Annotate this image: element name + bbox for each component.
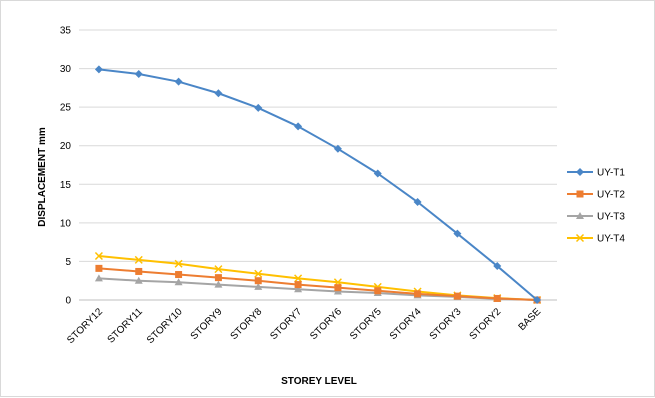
legend-item-uy-t3: UY-T3 <box>567 212 625 223</box>
x-tick-labels: STORY12 STORY11 STORY10 STORY9 STORY8 STORY7 S… <box>65 306 543 346</box>
data-point <box>94 251 103 261</box>
data-point <box>175 271 183 279</box>
x-tick-label: STORY4 <box>388 306 424 342</box>
data-point <box>294 274 303 283</box>
legend-item-uy-t4: UY-T4 <box>567 234 625 245</box>
legend-item-uy-t2: UY-T2 <box>567 190 625 201</box>
data-point <box>493 294 501 302</box>
data-point <box>214 265 223 274</box>
legend-label: UY-T2 <box>597 190 625 201</box>
data-point <box>214 280 223 288</box>
data-point <box>493 262 502 271</box>
x-tick-label: STORY9 <box>189 306 225 342</box>
data-point <box>94 274 103 282</box>
y-tick-label: 35 <box>60 26 72 37</box>
x-tick-label: STORY8 <box>229 306 265 342</box>
data-point <box>373 169 382 178</box>
data-point <box>174 278 183 286</box>
data-point <box>174 77 183 86</box>
data-point <box>533 296 542 304</box>
x-tick-label: STORY11 <box>106 306 146 346</box>
data-point <box>333 144 342 153</box>
x-tick-label: STORY3 <box>428 306 464 342</box>
data-point <box>135 267 143 275</box>
series-line <box>98 68 538 301</box>
data-point <box>134 69 143 78</box>
y-tick-label: 0 <box>65 296 71 307</box>
legend-marker <box>576 212 584 219</box>
x-tick-label: STORY12 <box>65 306 105 346</box>
data-point <box>214 89 223 98</box>
legend: UY-T1 UY-T2 UY-T3 UY-T4 <box>567 168 625 245</box>
data-point <box>453 292 461 300</box>
data-point <box>254 269 263 278</box>
legend-label: UY-T3 <box>597 212 625 223</box>
data-point <box>453 229 462 238</box>
gridlines <box>79 29 557 262</box>
data-point <box>374 287 382 295</box>
data-point <box>174 259 183 268</box>
data-point <box>254 103 263 112</box>
y-tick-label: 20 <box>60 141 72 152</box>
y-tick-label: 15 <box>60 180 72 191</box>
data-point <box>334 284 342 292</box>
data-point <box>414 290 422 298</box>
series-uy-t2 <box>95 264 541 304</box>
y-tick-labels: 0 5 10 15 20 25 30 35 <box>60 26 72 307</box>
x-tick-label: STORY7 <box>268 306 304 342</box>
legend-label: UY-T1 <box>597 168 625 179</box>
data-point <box>95 264 103 272</box>
series-line <box>98 267 538 301</box>
legend-item-uy-t1: UY-T1 <box>567 168 625 179</box>
x-tick-label: STORY6 <box>308 306 344 342</box>
data-point <box>134 276 143 284</box>
data-point <box>413 198 422 207</box>
legend-marker <box>576 190 584 198</box>
series-uy-t1 <box>94 65 542 304</box>
data-point <box>214 274 222 282</box>
x-tick-label: BASE <box>517 306 544 333</box>
y-tick-label: 30 <box>60 64 72 75</box>
x-axis-title: STOREY LEVEL <box>281 376 357 387</box>
data-point <box>94 65 103 74</box>
legend-label: UY-T4 <box>597 234 625 245</box>
data-point <box>294 122 303 131</box>
data-point <box>294 281 302 289</box>
legend-marker <box>575 233 585 243</box>
series-uy-t3 <box>94 274 542 303</box>
y-tick-label: 5 <box>65 257 71 268</box>
data-point <box>134 255 143 264</box>
x-tick-label: STORY2 <box>468 306 504 342</box>
series-lines <box>94 65 542 305</box>
x-tick-label: STORY5 <box>348 306 384 342</box>
y-tick-label: 25 <box>60 103 72 114</box>
data-point <box>254 277 262 285</box>
data-point <box>294 285 303 293</box>
y-axis-title: DISPLACEMENT mm <box>37 127 48 227</box>
series-uy-t4 <box>94 251 542 305</box>
legend-marker <box>576 168 584 176</box>
x-tick-label: STORY10 <box>145 306 185 346</box>
series-line <box>98 255 538 301</box>
y-tick-label: 10 <box>60 218 72 229</box>
data-point <box>254 282 263 290</box>
